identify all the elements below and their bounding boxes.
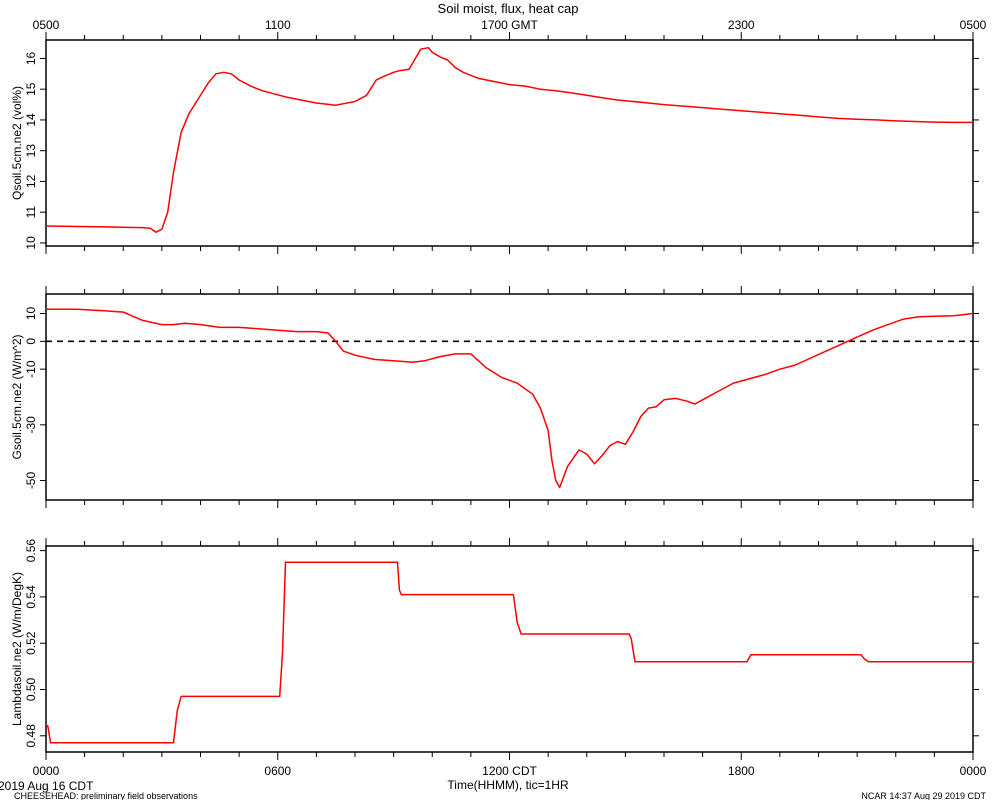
y-tick-label: 0.54 bbox=[24, 585, 38, 609]
plot-frame bbox=[45, 545, 974, 753]
x-axis-label: Time(HHMM), tic=1HR bbox=[447, 778, 569, 792]
top-tick-label: 1100 bbox=[265, 18, 291, 32]
soil-moisture-panel: Qsoil.5cm.ne2 (vol%) 10 11 12 13 14 15 16 bbox=[10, 32, 979, 254]
y-tick-label: 13 bbox=[24, 144, 38, 158]
plot-frame bbox=[45, 39, 974, 247]
y-tick-label: 15 bbox=[24, 82, 38, 96]
top-time-axis: 0500 1100 1700 GMT 2300 0500 bbox=[33, 18, 987, 32]
bottom-tick-label: 0600 bbox=[264, 764, 291, 778]
y-tick-label: -30 bbox=[24, 416, 38, 434]
y-tick-label: 0.48 bbox=[24, 724, 38, 748]
soil-thermal-conductivity-panel: Lambdasoil.ne2 (W/m/DegK) 0.48 0.50 0.52 0.… bbox=[10, 538, 979, 760]
y-tick-label: 0.50 bbox=[24, 678, 38, 702]
top-tick-label: 1700 GMT bbox=[481, 18, 538, 32]
top-tick-label: 0500 bbox=[960, 18, 987, 32]
y-tick-label: 10 bbox=[24, 236, 38, 250]
footer-left: CHEESEHEAD: preliminary field observatio… bbox=[14, 791, 198, 800]
soil-heat-flux-panel: Gsoil.5cm.ne2 (W/m^2) 10 0 -10 -30 -50 bbox=[10, 286, 979, 508]
y-tick-label: 12 bbox=[24, 174, 38, 188]
footer-right: NCAR 14:37 Aug 29 2019 CDT bbox=[861, 791, 986, 800]
top-tick-label: 0500 bbox=[33, 18, 60, 32]
y-tick-label: 16 bbox=[24, 51, 38, 65]
bottom-tick-label: 1800 bbox=[728, 764, 755, 778]
y-axis-label: Gsoil.5cm.ne2 (W/m^2) bbox=[10, 335, 24, 460]
figure-title: Soil moist, flux, heat cap bbox=[438, 1, 579, 16]
series-line bbox=[46, 308, 974, 489]
plot-frame bbox=[45, 293, 974, 501]
y-tick-label: 10 bbox=[24, 306, 38, 320]
y-tick-label: 0.52 bbox=[24, 631, 38, 655]
date-label: 2019 Aug 16 CDT bbox=[0, 779, 94, 793]
bottom-tick-label: 0000 bbox=[33, 764, 60, 778]
y-tick-label: 14 bbox=[24, 113, 38, 127]
y-tick-label: 0 bbox=[24, 338, 38, 345]
bottom-tick-label: 1200 CDT bbox=[482, 764, 537, 778]
y-axis-label: Qsoil.5cm.ne2 (vol%) bbox=[10, 86, 24, 200]
series-line bbox=[45, 46, 973, 233]
bottom-tick-label: 0000 bbox=[960, 764, 987, 778]
bottom-time-axis: 0000 0600 1200 CDT 1800 0000 bbox=[33, 764, 987, 778]
y-axis-label: Lambdasoil.ne2 (W/m/DegK) bbox=[10, 572, 24, 726]
y-tick-label: -50 bbox=[24, 472, 38, 490]
y-tick-label: 0.56 bbox=[24, 539, 38, 563]
top-tick-label: 2300 bbox=[728, 18, 755, 32]
series-line bbox=[45, 561, 973, 744]
y-tick-label: 11 bbox=[24, 206, 38, 219]
y-tick-label: -10 bbox=[24, 360, 38, 378]
